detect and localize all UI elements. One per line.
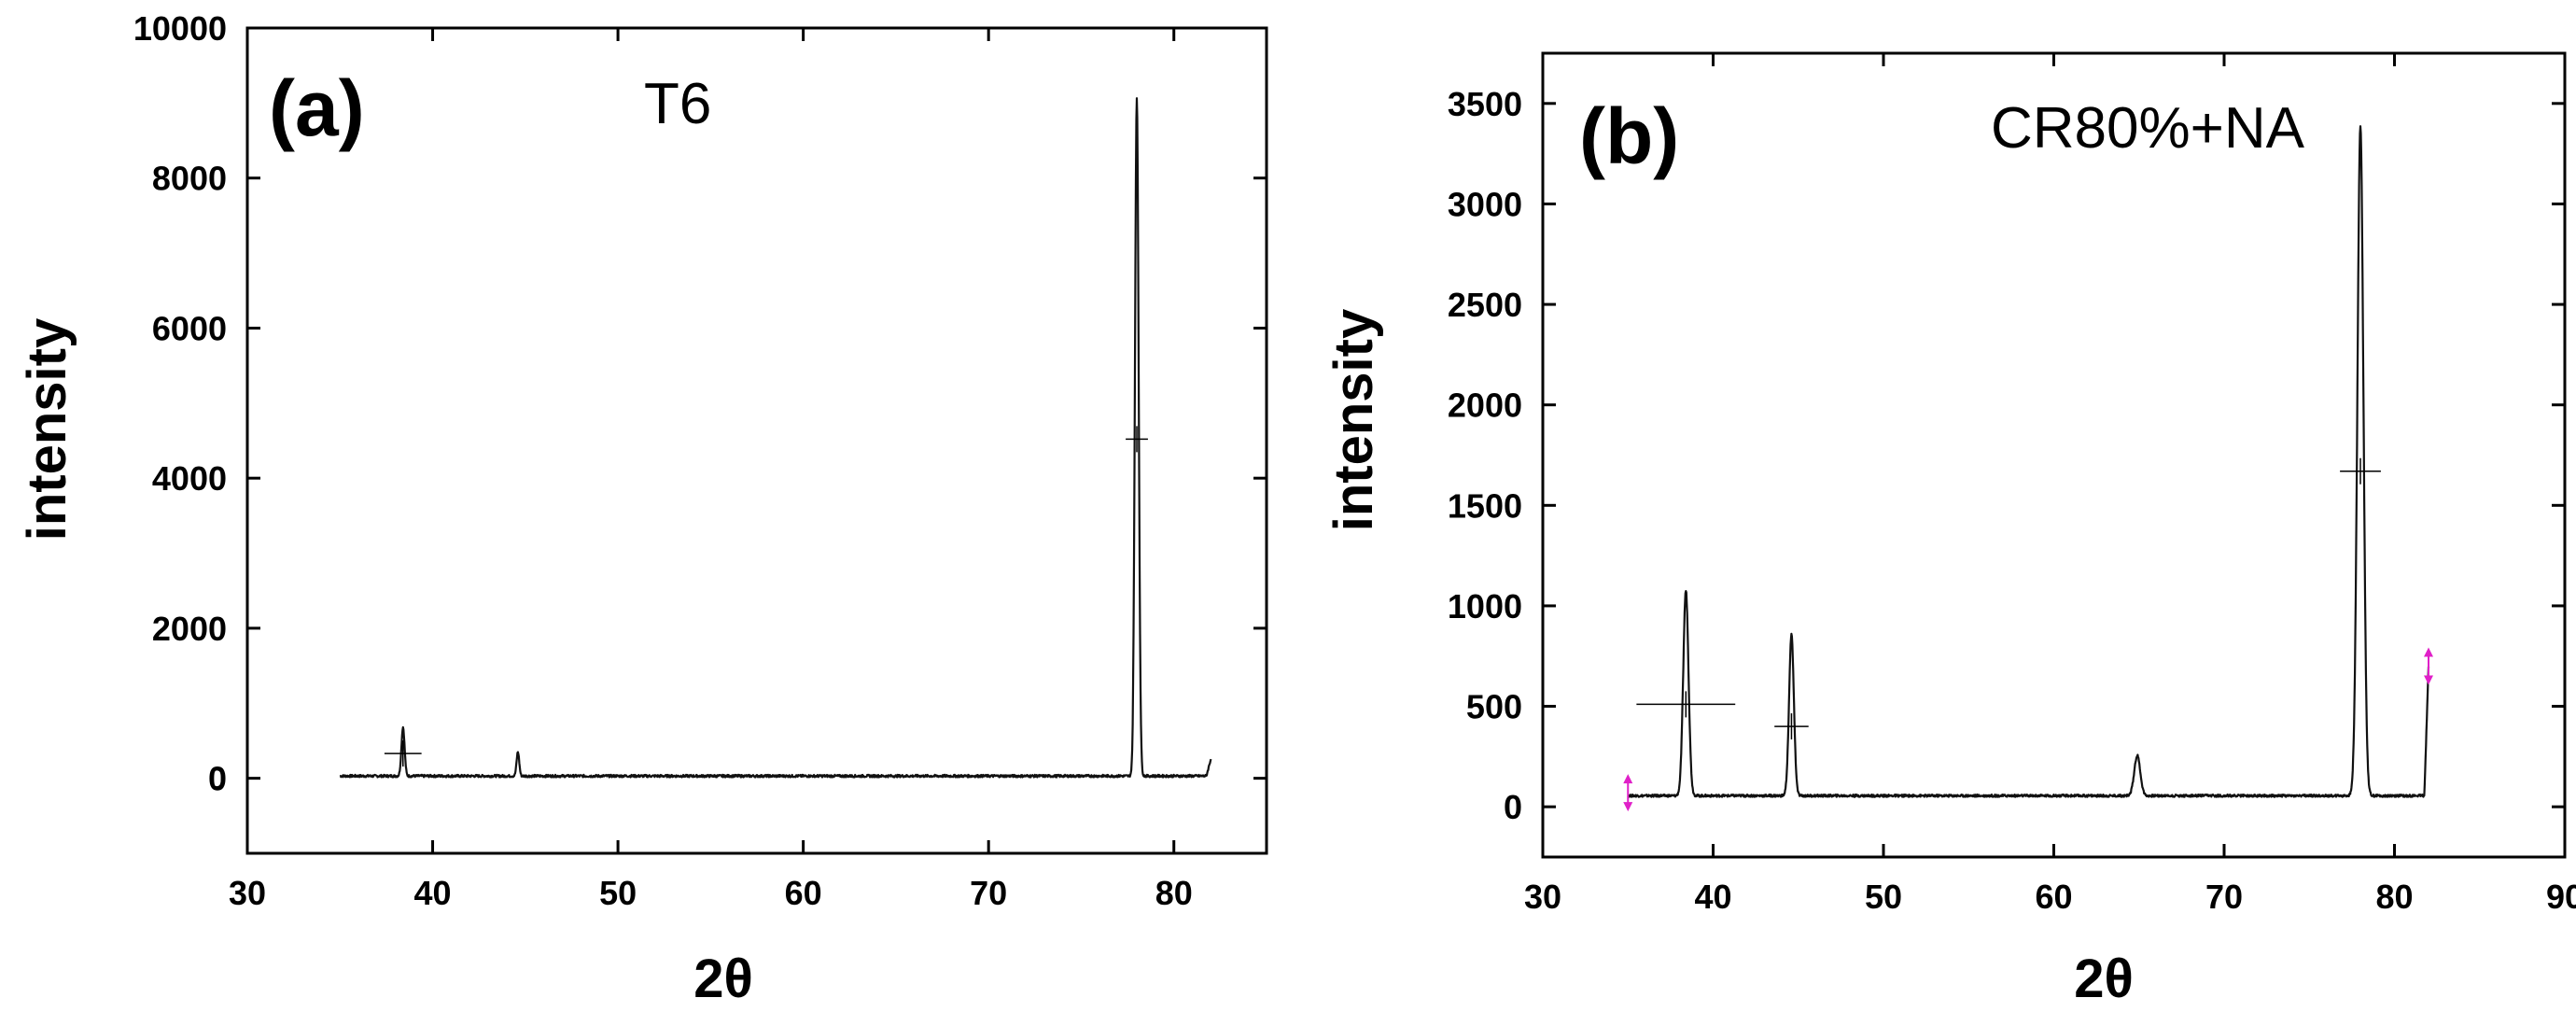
x-tick-label: 30 — [229, 874, 266, 912]
x-tick-label: 80 — [2375, 878, 2413, 916]
x-tick-label: 40 — [414, 874, 452, 912]
peak-marker — [1636, 691, 1736, 718]
y-tick-label: 3000 — [1448, 185, 1522, 223]
panel-label: (a) — [269, 64, 365, 152]
y-tick-label: 3500 — [1448, 85, 1522, 123]
x-tick-label: 50 — [1865, 878, 1902, 916]
y-tick-label: 4000 — [152, 459, 227, 498]
range-end-arrow-icon — [1623, 774, 1633, 812]
chart-panel-b: (b) CR80%+NA 2θ intensity 30 40 50 60 70 80 90… — [1323, 51, 2576, 1009]
y-axis-title: intensity — [17, 318, 77, 541]
y-tick-label: 2500 — [1448, 286, 1522, 324]
y-tick-label: 2000 — [152, 610, 227, 648]
peak-marker — [1774, 713, 1809, 740]
x-tick-label: 30 — [1524, 878, 1561, 916]
peak-marker — [2340, 457, 2381, 485]
sample-label: CR80%+NA — [1991, 96, 2305, 161]
panel-label: (b) — [1579, 92, 1679, 180]
y-tick-label: 8000 — [152, 160, 227, 198]
x-tick-label: 70 — [2205, 878, 2243, 916]
chart-panel-a: (a) T6 2θ intensity 0 30 40 50 60 70 80020004… — [17, 9, 1268, 1009]
x-tick-label: 40 — [1694, 878, 1731, 916]
y-tick-label: 1000 — [1448, 587, 1522, 625]
xrd-pattern-line — [339, 97, 1212, 779]
x-tick-label: 70 — [970, 874, 1007, 912]
y-tick-label: 0 — [208, 760, 227, 798]
x-axis-title: 2θ — [2074, 949, 2134, 1009]
y-tick-label: 0 — [1504, 788, 1522, 826]
plot-frame — [245, 26, 1268, 855]
range-end-arrow-icon — [2424, 647, 2433, 685]
x-tick-label: 60 — [2035, 878, 2072, 916]
y-tick-label: 10000 — [133, 9, 227, 48]
x-tick-label: 80 — [1155, 874, 1193, 912]
xrd-pattern-line — [1627, 125, 2430, 798]
x-tick-label: 50 — [599, 874, 637, 912]
x-axis-title: 2θ — [693, 949, 753, 1009]
y-axis-title: intensity — [1323, 309, 1384, 532]
x-tick-label: 60 — [785, 874, 822, 912]
plot-frame — [1541, 51, 2567, 859]
stray-zero-label: 0 — [209, 764, 225, 794]
sample-label: T6 — [644, 72, 711, 136]
peak-marker — [384, 740, 422, 767]
y-tick-label: 1500 — [1448, 486, 1522, 525]
y-tick-label: 6000 — [152, 309, 227, 347]
peak-marker — [1126, 426, 1148, 453]
y-tick-label: 500 — [1466, 688, 1522, 726]
x-tick-label: 90 — [2546, 878, 2576, 916]
y-tick-label: 2000 — [1448, 387, 1522, 425]
